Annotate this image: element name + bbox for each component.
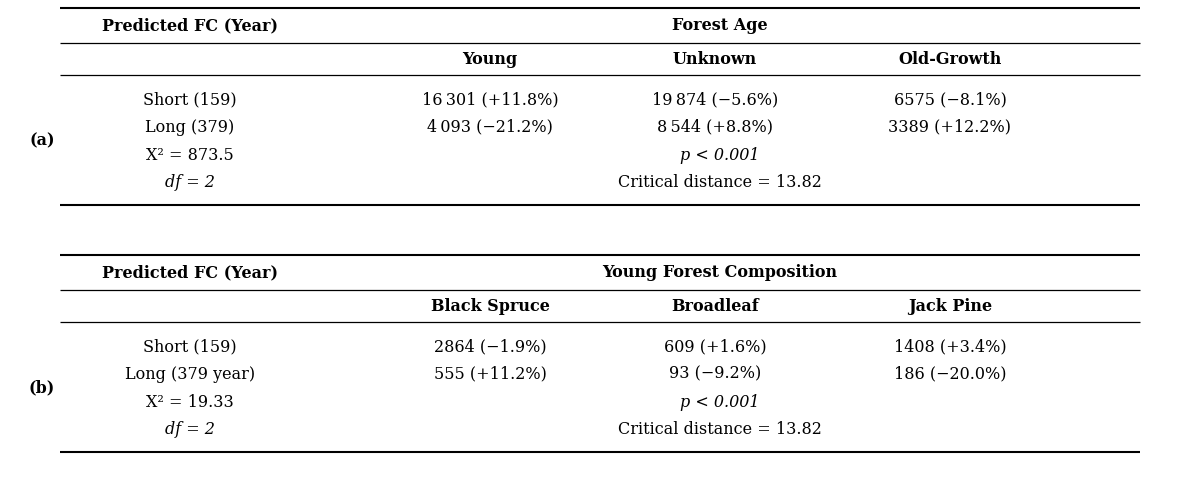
Text: Black Spruce: Black Spruce: [430, 297, 550, 315]
Text: 609 (+1.6%): 609 (+1.6%): [664, 339, 766, 356]
Text: 6575 (−8.1%): 6575 (−8.1%): [894, 92, 1006, 109]
Text: Critical distance = 13.82: Critical distance = 13.82: [619, 420, 822, 438]
Text: p < 0.001: p < 0.001: [681, 393, 759, 410]
Text: p < 0.001: p < 0.001: [681, 146, 759, 163]
Text: (a): (a): [30, 132, 55, 149]
Text: Jack Pine: Jack Pine: [908, 297, 992, 315]
Text: 16 301 (+11.8%): 16 301 (+11.8%): [422, 92, 558, 109]
Text: Short (159): Short (159): [143, 339, 237, 356]
Text: Young Forest Composition: Young Forest Composition: [602, 264, 838, 281]
Text: 93 (−9.2%): 93 (−9.2%): [669, 366, 762, 382]
Text: df = 2: df = 2: [164, 173, 215, 191]
Text: Predicted FC (Year): Predicted FC (Year): [103, 264, 278, 281]
Text: 555 (+11.2%): 555 (+11.2%): [434, 366, 546, 382]
Text: Broadleaf: Broadleaf: [671, 297, 759, 315]
Text: X² = 873.5: X² = 873.5: [147, 146, 234, 163]
Text: 8 544 (+8.8%): 8 544 (+8.8%): [657, 119, 772, 135]
Text: df = 2: df = 2: [164, 420, 215, 438]
Text: 1408 (+3.4%): 1408 (+3.4%): [894, 339, 1006, 356]
Text: Critical distance = 13.82: Critical distance = 13.82: [619, 173, 822, 191]
Text: Young: Young: [462, 50, 517, 68]
Text: 2864 (−1.9%): 2864 (−1.9%): [434, 339, 546, 356]
Text: 186 (−20.0%): 186 (−20.0%): [894, 366, 1006, 382]
Text: (b): (b): [29, 379, 55, 396]
Text: Long (379 year): Long (379 year): [125, 366, 255, 382]
Text: Forest Age: Forest Age: [672, 17, 768, 34]
Text: 4 093 (−21.2%): 4 093 (−21.2%): [427, 119, 553, 135]
Text: Predicted FC (Year): Predicted FC (Year): [103, 17, 278, 34]
Text: X² = 19.33: X² = 19.33: [147, 393, 234, 410]
Text: Old-Growth: Old-Growth: [899, 50, 1001, 68]
Text: Long (379): Long (379): [145, 119, 235, 135]
Text: Unknown: Unknown: [672, 50, 757, 68]
Text: 3389 (+12.2%): 3389 (+12.2%): [888, 119, 1012, 135]
Text: Short (159): Short (159): [143, 92, 237, 109]
Text: 19 874 (−5.6%): 19 874 (−5.6%): [652, 92, 778, 109]
